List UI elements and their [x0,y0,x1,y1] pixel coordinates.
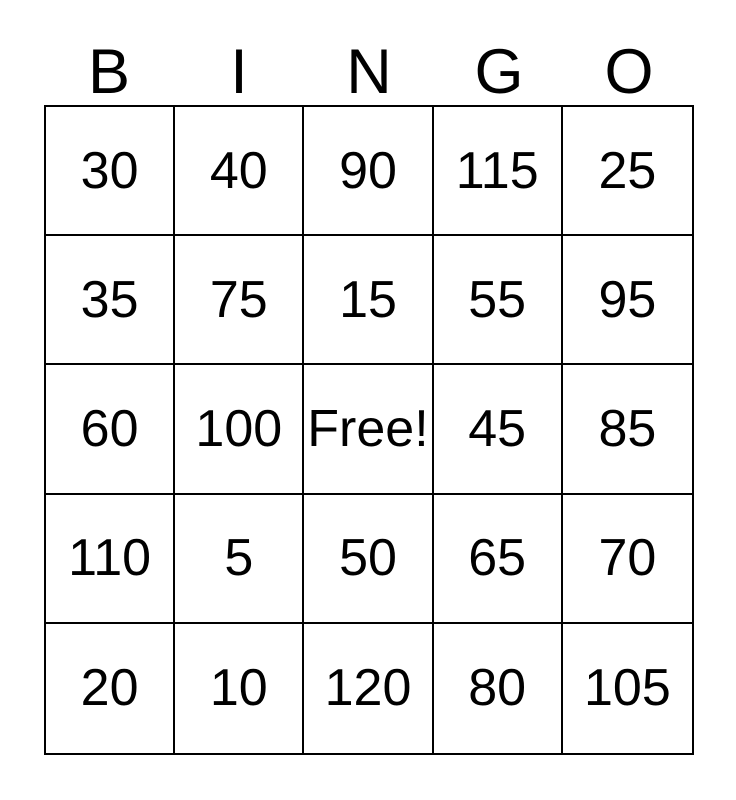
bingo-letter-g: G [474,36,524,107]
bingo-cell-free[interactable]: Free! [304,365,434,495]
bingo-letter-o: O [604,36,654,107]
bingo-cell-60[interactable]: 60 [46,365,176,495]
bingo-letter-n: N [346,36,392,107]
bingo-cell-30[interactable]: 30 [46,107,176,237]
bingo-cell-110[interactable]: 110 [46,494,176,624]
bingo-cell-80[interactable]: 80 [433,623,563,753]
bingo-letter-b: B [87,36,131,107]
bingo-letter-i: I [230,36,248,107]
bingo-cell-75[interactable]: 75 [175,236,305,366]
bingo-cell-95[interactable]: 95 [562,236,692,366]
bingo-cell-70[interactable]: 70 [562,494,692,624]
bingo-cell-20[interactable]: 20 [46,623,176,753]
bingo-cell-45[interactable]: 45 [433,365,563,495]
bingo-cell-120[interactable]: 120 [304,623,434,753]
bingo-cell-5[interactable]: 5 [175,494,305,624]
bingo-cell-115[interactable]: 115 [433,107,563,237]
bingo-cell-50[interactable]: 50 [304,494,434,624]
bingo-cell-10[interactable]: 10 [175,623,305,753]
bingo-cell-40[interactable]: 40 [175,107,305,237]
bingo-cell-105[interactable]: 105 [562,623,692,753]
bingo-cell-35[interactable]: 35 [46,236,176,366]
bingo-cell-85[interactable]: 85 [562,365,692,495]
bingo-grid: 30 40 90 115 25 35 75 15 55 95 60 100 Free! 45 85 110 5 5… [44,105,694,755]
bingo-cell-65[interactable]: 65 [433,494,563,624]
bingo-cell-15[interactable]: 15 [304,236,434,366]
bingo-cell-25[interactable]: 25 [562,107,692,237]
bingo-cell-100[interactable]: 100 [175,365,305,495]
bingo-cell-55[interactable]: 55 [433,236,563,366]
bingo-cell-90[interactable]: 90 [304,107,434,237]
